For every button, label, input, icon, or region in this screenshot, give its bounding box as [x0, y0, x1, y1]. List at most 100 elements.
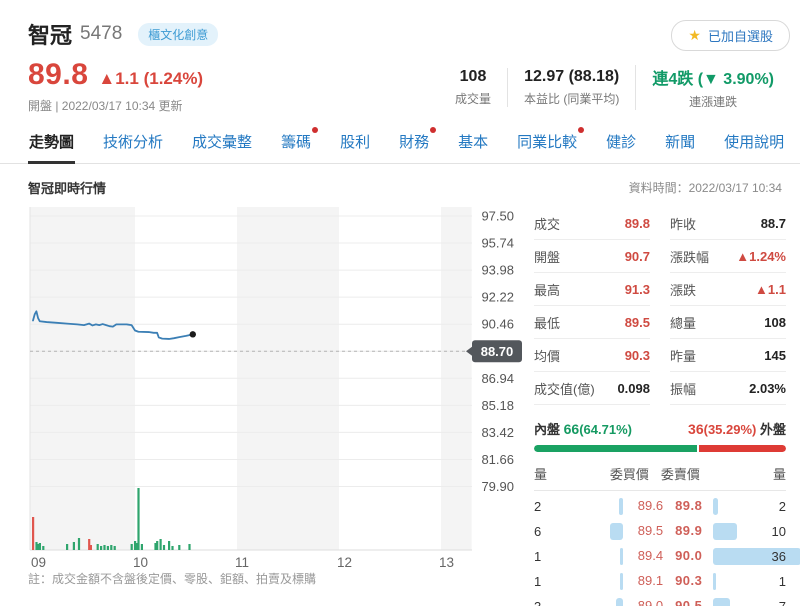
- notification-dot-icon: [312, 127, 319, 133]
- ask-cell[interactable]: 90.3 1: [675, 573, 786, 590]
- tab-股利[interactable]: 股利: [340, 134, 371, 151]
- bid-cell[interactable]: 89.0: [564, 598, 663, 606]
- bid-price: 89.0: [637, 598, 664, 606]
- bid-price: 89.4: [637, 548, 664, 563]
- quote-label: 昨量: [670, 349, 697, 364]
- stat-label: 本益比 (同業平均): [524, 92, 620, 106]
- quote-row-漲跌: 漲跌 ▲1.1: [670, 273, 786, 306]
- header-stats: 108 成交量 12.97 (88.18) 本益比 (同業平均) 連4跌 (▼ 3.90…: [439, 65, 790, 110]
- main-content: 97.50 95.74 93.98 92.22 90.46 88.70 86.94 85.18…: [0, 203, 800, 606]
- quote-row-最低: 最低 89.5: [534, 306, 650, 339]
- orderbook-row: 1 89.1 90.3 1: [534, 569, 786, 594]
- tab-健診[interactable]: 健診: [606, 134, 637, 151]
- svg-text:90.46: 90.46: [481, 317, 514, 332]
- stock-name: 智冠: [28, 23, 73, 48]
- header: 智冠 5478 櫃文化創意 89.8 ▲1.1 (1.24%) 開盤 | 202…: [0, 0, 800, 114]
- quote-value: 2.03%: [749, 381, 786, 396]
- ask-cell[interactable]: 90.57: [675, 598, 786, 606]
- quote-label: 昨收: [670, 217, 697, 232]
- ask-price: 90.5: [675, 598, 703, 606]
- star-icon: ★: [688, 27, 701, 43]
- bid-price-header: 委買價: [609, 467, 649, 482]
- header-left: 智冠 5478 櫃文化創意 89.8 ▲1.1 (1.24%) 開盤 | 202…: [28, 18, 219, 114]
- quote-row-均價: 均價 90.3: [534, 339, 650, 372]
- notification-dot-icon: [578, 127, 585, 133]
- ask-volume-bar: [713, 573, 717, 590]
- quote-value: 91.3: [624, 282, 650, 297]
- header-stat-0: 108 成交量: [439, 68, 507, 107]
- watchlist-added-button[interactable]: ★ 已加自選股: [671, 20, 790, 51]
- bid-price: 89.1: [637, 573, 664, 588]
- ask-cell[interactable]: 89.8 2: [675, 498, 786, 515]
- ask-price: 89.9: [675, 523, 703, 538]
- chart-footnote: 註：成交金額不含盤後定價、零股、鉅額、拍賣及標購: [28, 572, 317, 586]
- quote-row-最高: 最高 91.3: [534, 273, 650, 306]
- bid-volume-bar: [616, 598, 624, 606]
- quote-row-總量: 總量 108: [670, 306, 786, 339]
- bid-cell[interactable]: 89.5: [564, 523, 663, 540]
- quote-row-成交值(億): 成交值(億) 0.098: [534, 372, 650, 405]
- orderbook-row: 6 89.5 89.9 10: [534, 519, 786, 544]
- tab-bar: 走勢圖 技術分析 成交彙整 籌碼 股利 財務 基本 同業比較 健診 新聞 使用說明: [0, 122, 800, 164]
- svg-text:92.22: 92.22: [481, 290, 514, 305]
- ask-volume: 1: [778, 574, 786, 589]
- ask-volume: 36: [771, 549, 786, 564]
- quote-summary-grid: 成交 89.8 昨收 88.7 開盤 90.7 漲跌幅 ▲1.24% 最高 91.3 漲跌 ▲1.1 最…: [534, 207, 786, 405]
- quote-label: 開盤: [534, 250, 561, 265]
- ask-volume-bar: [713, 598, 731, 606]
- intraday-chart-svg: 97.50 95.74 93.98 92.22 90.46 88.70 86.94 85.18…: [29, 207, 522, 570]
- svg-text:79.90: 79.90: [481, 479, 514, 494]
- bid-price: 89.5: [637, 523, 664, 538]
- bid-cell[interactable]: 89.6: [564, 498, 663, 515]
- tab-成交彙整[interactable]: 成交彙整: [192, 134, 253, 151]
- tab-走勢圖[interactable]: 走勢圖: [28, 122, 76, 164]
- svg-text:09: 09: [31, 555, 46, 570]
- stat-label: 連漲連跌: [689, 95, 738, 109]
- svg-text:10: 10: [133, 555, 148, 570]
- svg-text:13: 13: [439, 555, 454, 570]
- ask-price: 90.0: [675, 548, 703, 563]
- quote-label: 最低: [534, 316, 561, 331]
- stat-value: 108: [459, 68, 487, 85]
- ask-cell[interactable]: 89.9 10: [675, 523, 786, 540]
- inner-disc-label: 內盤 66(64.71%): [534, 421, 632, 437]
- quote-label: 漲跌幅: [670, 250, 710, 265]
- bid-volume-bar: [620, 548, 624, 565]
- market-category-badge[interactable]: 櫃文化創意: [138, 22, 219, 46]
- outer-disc-label: 36(35.29%) 外盤: [688, 421, 786, 437]
- orderbook-row: 389.090.57: [534, 594, 786, 606]
- stat-label: 成交量: [455, 92, 492, 106]
- quote-label: 成交值(億): [534, 382, 595, 397]
- tab-同業比較[interactable]: 同業比較: [516, 122, 585, 163]
- orderbook-headers: 量 委買價 委賣價 量: [534, 452, 786, 491]
- quote-label: 均價: [534, 349, 561, 364]
- bid-volume: 1: [534, 549, 542, 564]
- bid-volume-bar: [610, 523, 624, 540]
- quote-row-昨量: 昨量 145: [670, 339, 786, 372]
- tab-籌碼[interactable]: 籌碼: [280, 122, 319, 163]
- ask-price: 90.3: [675, 573, 703, 588]
- bid-volume-header: 量: [534, 467, 548, 482]
- header-stat-1: 12.97 (88.18) 本益比 (同業平均): [507, 68, 635, 107]
- header-right: ★ 已加自選股 108 成交量 12.97 (88.18) 本益比 (同業平均) 連4跌…: [439, 18, 790, 114]
- intraday-chart[interactable]: 97.50 95.74 93.98 92.22 90.46 88.70 86.94 85.18…: [8, 203, 532, 606]
- tab-使用說明[interactable]: 使用說明: [724, 134, 785, 151]
- tab-財務[interactable]: 財務: [398, 122, 437, 163]
- orderbook-row: 1 89.4 90.0 36: [534, 544, 800, 569]
- watchlist-button-label: 已加自選股: [707, 29, 773, 44]
- bid-volume: 6: [534, 524, 542, 539]
- tab-技術分析[interactable]: 技術分析: [103, 134, 164, 151]
- bid-cell[interactable]: 89.4: [564, 548, 663, 565]
- ask-volume: 10: [771, 524, 786, 539]
- quote-value: 90.7: [624, 249, 650, 264]
- ask-volume-header: 量: [772, 467, 786, 482]
- svg-text:95.74: 95.74: [481, 236, 514, 251]
- quote-row-昨收: 昨收 88.7: [670, 207, 786, 240]
- notification-dot-icon: [430, 127, 437, 133]
- tab-基本[interactable]: 基本: [458, 134, 489, 151]
- quote-value: 0.098: [617, 381, 650, 396]
- ask-cell[interactable]: 90.0 36: [675, 548, 800, 565]
- bid-cell[interactable]: 89.1: [564, 573, 663, 590]
- tab-新聞[interactable]: 新聞: [665, 134, 696, 151]
- svg-text:11: 11: [235, 555, 249, 570]
